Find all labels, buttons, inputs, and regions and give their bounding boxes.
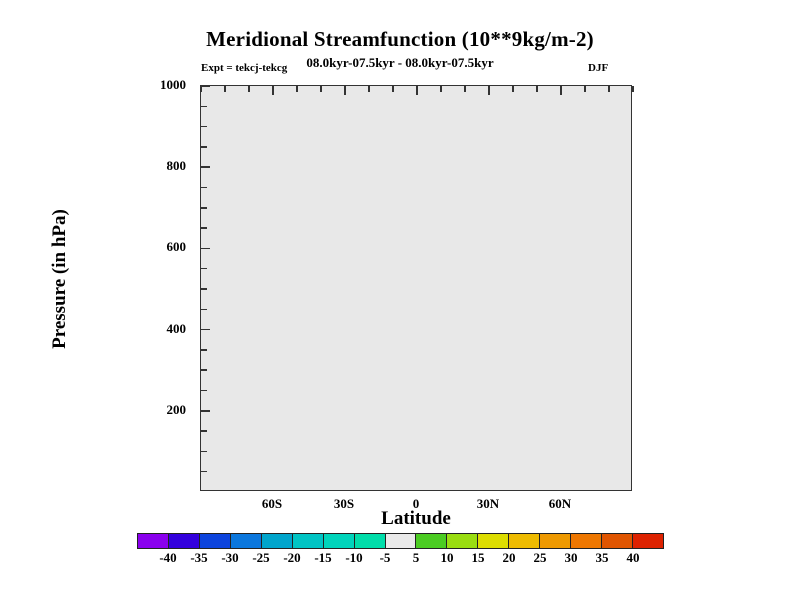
y-axis-tick (201, 410, 210, 412)
y-axis-tick (201, 308, 207, 311)
colorbar-tick-label: -30 (221, 550, 239, 565)
colorbar-swatch (354, 534, 386, 548)
colorbar-swatch (416, 534, 448, 548)
x-axis-tick (464, 86, 466, 92)
colorbar-swatch (447, 534, 479, 548)
colorbar-swatch (509, 534, 541, 548)
y-axis-tick (201, 125, 207, 128)
y-axis-tick-label: 200 (166, 401, 187, 417)
y-axis-tick (201, 267, 207, 270)
colorbar-swatch (540, 534, 572, 548)
colorbar-swatch (230, 534, 262, 548)
colorbar-tick-label: -25 (252, 550, 270, 565)
colorbar-tick-label: -40 (159, 550, 177, 565)
colorbar-tick-label: -10 (345, 550, 363, 565)
y-axis-tick (201, 146, 207, 148)
y-axis-tick-label: 800 (166, 158, 187, 174)
x-axis-tick (416, 86, 418, 95)
x-axis-tick (536, 86, 538, 92)
x-axis-tick (584, 86, 586, 92)
x-axis-tick-label: 0 (412, 496, 420, 511)
x-axis-tick (440, 86, 442, 92)
y-axis-tick (201, 288, 207, 290)
colorbar-swatch (478, 534, 510, 548)
y-axis-tick (201, 369, 207, 371)
x-axis-tick (608, 86, 610, 92)
colorbar-tick-label: 20 (502, 550, 516, 565)
x-axis-tick (344, 86, 346, 95)
y-axis-tick (201, 247, 210, 250)
x-axis-tick (320, 86, 322, 92)
colorbar-gradient (137, 533, 664, 549)
y-axis-title: Pressure (in hPa) (49, 209, 70, 349)
y-axis-tick-label: 600 (166, 239, 187, 255)
x-axis-tick (248, 86, 250, 92)
x-axis-tick (512, 86, 514, 92)
colorbar-tick-label: -15 (314, 550, 332, 565)
colorbar-tick-label: 40 (626, 550, 640, 565)
colorbar-swatch (199, 534, 231, 548)
colorbar[interactable] (137, 533, 664, 549)
colorbar-tick-labels: -40 -35 -30 -25 -20 -15 -10 -5 5 10 15 20 25 30 35 40 (137, 550, 664, 568)
y-axis-tick (201, 85, 210, 87)
colorbar-swatch (571, 534, 603, 548)
y-axis-tick (201, 470, 207, 473)
x-axis-tick-label: 60S (261, 496, 283, 511)
colorbar-swatch (168, 534, 200, 548)
y-axis-tick (201, 450, 207, 453)
plot-area[interactable] (200, 85, 634, 491)
colorbar-swatch (602, 534, 633, 548)
subtitle-experiment: Expt = tekcj-tekcg (201, 62, 288, 74)
colorbar-tick-label: 25 (533, 550, 547, 565)
colorbar-tick-label: 30 (564, 550, 578, 565)
y-axis-tick (201, 328, 210, 331)
colorbar-tick-label: -5 (379, 550, 391, 565)
colorbar-tick-label: -35 (190, 550, 208, 565)
colorbar-swatch (292, 534, 324, 548)
colorbar-swatch (385, 534, 417, 548)
colorbar-swatch (138, 534, 169, 548)
x-axis-tick-label: 30N (476, 496, 500, 511)
colorbar-tick-label: 5 (412, 550, 420, 565)
y-axis-labels: 200 400 600 800 1000 (120, 77, 194, 491)
y-axis-tick (201, 207, 207, 209)
x-axis-tick (368, 86, 370, 92)
colorbar-swatch (261, 534, 293, 548)
colorbar-tick-label: -20 (283, 550, 301, 565)
colorbar-tick-label: 35 (595, 550, 609, 565)
x-axis-tick (392, 86, 394, 92)
x-axis-tick-label: 30S (333, 496, 355, 511)
x-axis-tick (296, 86, 298, 92)
y-axis-tick-label: 400 (166, 320, 187, 336)
y-axis-tick (201, 430, 207, 432)
x-axis-tick-label: 60N (548, 496, 572, 511)
colorbar-swatch (323, 534, 355, 548)
colorbar-tick-label: 10 (440, 550, 454, 565)
y-axis-tick-label: 1000 (160, 77, 186, 92)
x-axis-tick (200, 86, 202, 92)
subtitle-center: 08.0kyr-07.5kyr - 08.0kyr-07.5kyr (306, 55, 494, 70)
subtitle-season: DJF (588, 62, 609, 74)
x-axis-tick (632, 86, 634, 92)
y-axis-tick (201, 227, 207, 229)
y-axis-tick (201, 389, 207, 392)
y-axis-tick (201, 186, 207, 189)
x-axis-labels: 60S 30S 0 30N 60N (200, 496, 632, 516)
x-axis-tick (272, 86, 274, 95)
y-axis-tick (201, 105, 207, 108)
colorbar-swatch (633, 534, 663, 548)
colorbar-tick-label: 15 (471, 550, 485, 565)
x-axis-tick (560, 86, 562, 95)
x-axis-title: Latitude (381, 508, 451, 529)
x-axis-tick (224, 86, 226, 92)
y-axis-tick (201, 349, 207, 351)
page-title: Meridional Streamfunction (10**9kg/m-2) (206, 27, 594, 51)
x-axis-tick (488, 86, 490, 95)
y-axis-tick (201, 166, 210, 168)
